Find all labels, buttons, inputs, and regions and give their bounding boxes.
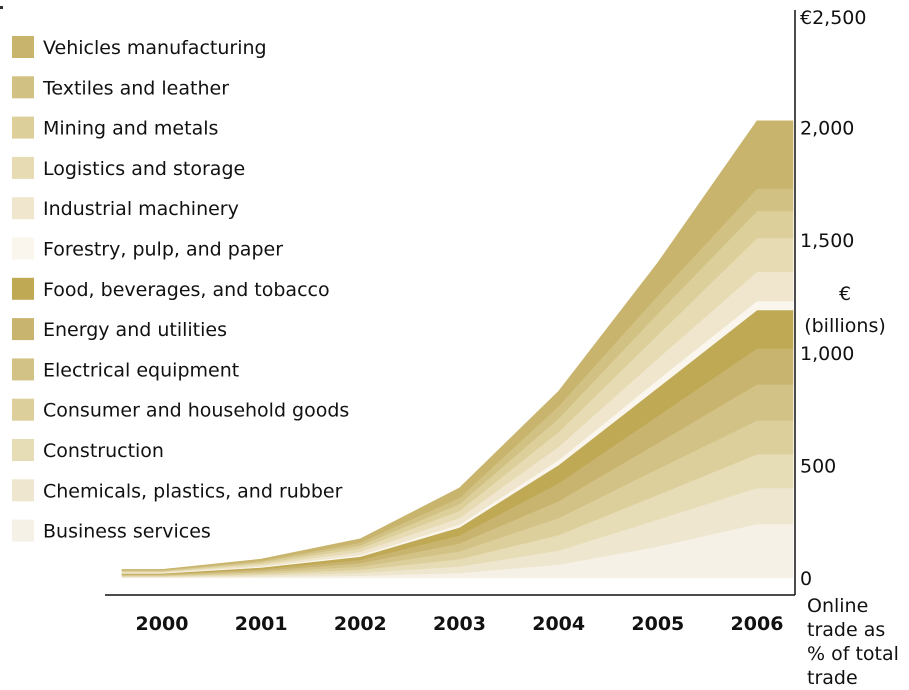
y-tick-label: €2,500	[800, 7, 866, 29]
x-tick-label: 2005	[631, 613, 684, 635]
y-tick-label: 500	[800, 455, 836, 477]
legend-swatch	[12, 36, 34, 58]
legend-label: Mining and metals	[43, 118, 218, 140]
y-axis-title: € (billions)	[804, 283, 886, 337]
y-tick-label: 2,000	[800, 118, 854, 140]
legend-item-textiles-and-leather: Textiles and leather	[12, 76, 229, 99]
legend-item-industrial-machinery: Industrial machinery	[12, 197, 239, 220]
y-tick-label: 1,000	[800, 343, 854, 365]
legend: Vehicles manufacturing Textiles and leath…	[12, 36, 349, 543]
legend-item-energy-and-utilities: Energy and utilities	[12, 318, 227, 341]
legend-label: Vehicles manufacturing	[43, 37, 267, 59]
area-layers	[121, 120, 794, 579]
x-tick-label: 2003	[433, 613, 486, 635]
legend-label: Construction	[43, 440, 164, 462]
axes	[105, 10, 796, 596]
legend-swatch	[12, 197, 34, 220]
corner-mark	[0, 6, 3, 9]
legend-swatch	[12, 116, 34, 139]
x-axis-title-line-1: Online	[807, 595, 868, 617]
y-tick-label: 0	[800, 568, 812, 590]
x-axis-title: Online trade as % of total trade	[807, 595, 899, 689]
legend-label: Industrial machinery	[43, 198, 239, 220]
x-tick-label: 2004	[532, 613, 585, 635]
legend-label: Forestry, pulp, and paper	[43, 239, 283, 261]
y-tick-labels: €2,500 2,000 1,500 1,000 500 0	[800, 7, 866, 590]
legend-item-food-beverages-and-tobacco: Food, beverages, and tobacco	[12, 277, 330, 301]
legend-swatch	[12, 76, 34, 99]
x-tick-label: 2000	[136, 613, 189, 635]
y-tick-label: 1,500	[800, 230, 854, 252]
y-axis-title-line-1: €	[839, 283, 851, 305]
legend-label: Chemicals, plastics, and rubber	[43, 480, 343, 502]
legend-label: Energy and utilities	[43, 319, 227, 341]
x-tick-label: 2001	[235, 613, 288, 635]
legend-item-electrical-equipment: Electrical equipment	[12, 358, 239, 381]
legend-swatch	[12, 358, 34, 381]
legend-label: Food, beverages, and tobacco	[43, 279, 330, 301]
legend-item-construction: Construction	[12, 439, 164, 462]
legend-swatch	[12, 318, 34, 341]
legend-label: Textiles and leather	[42, 77, 229, 99]
x-axis-title-line-3: % of total	[807, 643, 899, 665]
legend-item-business-services: Business services	[12, 519, 211, 543]
legend-swatch	[12, 479, 34, 502]
x-axis-title-line-2: trade as	[807, 619, 885, 641]
x-tick-labels: 2000 2001 2002 2003 2004 2005 2006	[136, 613, 784, 635]
legend-item-mining-and-metals: Mining and metals	[12, 116, 218, 140]
area-vehicles-manufacturing	[121, 120, 794, 571]
x-tick-label: 2002	[334, 613, 387, 635]
legend-label: Business services	[43, 521, 211, 543]
legend-swatch	[12, 156, 34, 179]
legend-label: Electrical equipment	[43, 359, 239, 381]
legend-item-consumer-and-household-goods: Consumer and household goods	[12, 398, 349, 422]
legend-label: Consumer and household goods	[43, 400, 349, 422]
y-axis-title-line-2: (billions)	[804, 315, 886, 337]
legend-swatch	[12, 439, 34, 461]
legend-swatch	[12, 237, 34, 260]
legend-swatch	[12, 519, 34, 542]
legend-item-vehicles-manufacturing: Vehicles manufacturing	[12, 36, 267, 59]
legend-label: Logistics and storage	[43, 158, 245, 180]
legend-item-chemicals-plastics-and-rubber: Chemicals, plastics, and rubber	[12, 479, 343, 502]
legend-swatch	[12, 277, 34, 300]
x-axis-title-line-4: trade	[807, 667, 858, 689]
legend-item-forestry-pulp-and-paper: Forestry, pulp, and paper	[12, 237, 283, 261]
legend-swatch	[12, 398, 34, 421]
legend-item-logistics-and-storage: Logistics and storage	[12, 156, 245, 180]
x-tick-label: 2006	[731, 613, 784, 635]
